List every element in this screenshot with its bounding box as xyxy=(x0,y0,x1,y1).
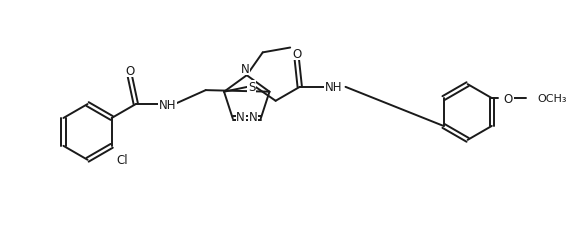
Text: N: N xyxy=(241,62,249,75)
Text: O: O xyxy=(504,92,513,105)
Text: NH: NH xyxy=(159,98,176,111)
Text: S: S xyxy=(248,81,255,94)
Text: NH: NH xyxy=(325,81,342,94)
Text: OCH₃: OCH₃ xyxy=(537,94,567,104)
Text: O: O xyxy=(292,47,301,60)
Text: N: N xyxy=(236,110,245,123)
Text: N: N xyxy=(249,110,257,123)
Text: Cl: Cl xyxy=(117,154,128,167)
Text: O: O xyxy=(125,64,135,77)
